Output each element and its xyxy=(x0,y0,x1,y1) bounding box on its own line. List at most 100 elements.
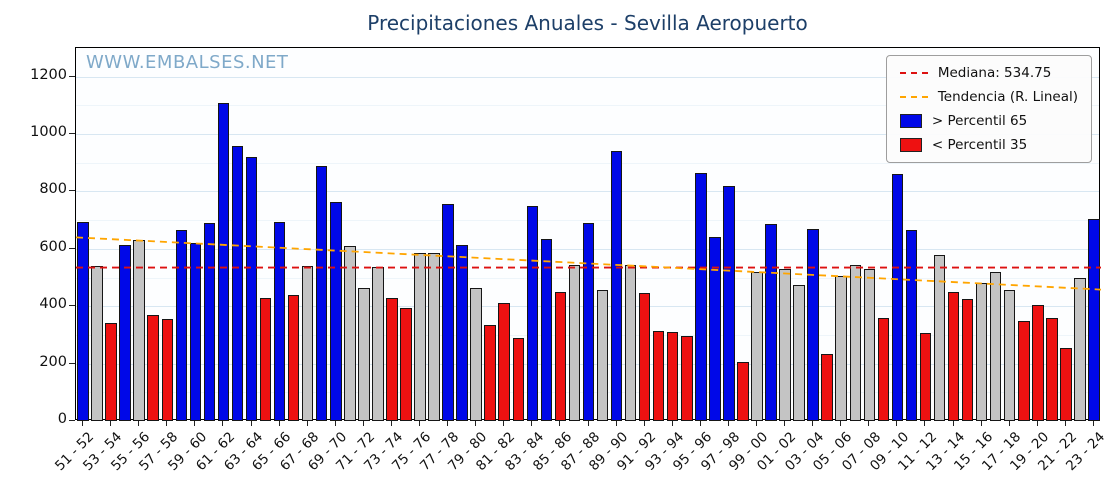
bar-68-69 xyxy=(315,165,328,421)
xtick-mark xyxy=(82,420,84,426)
ytick-mark xyxy=(69,420,75,421)
bar-12-13 xyxy=(933,254,946,421)
xtick-mark xyxy=(587,420,589,426)
gridline xyxy=(76,105,1099,107)
bar-99-00 xyxy=(751,271,763,421)
ytick-mark xyxy=(69,247,75,249)
bar-07-08 xyxy=(863,268,876,421)
bar-54-55 xyxy=(119,244,131,421)
xtick-mark xyxy=(390,420,392,426)
bar-14-15 xyxy=(961,299,974,421)
bar-69-70 xyxy=(330,201,342,421)
bar-02-03 xyxy=(793,284,805,421)
bar-78-79 xyxy=(456,244,468,421)
xtick-mark xyxy=(924,420,926,426)
bar-03-04 xyxy=(807,228,819,421)
bar-83-84 xyxy=(526,205,539,421)
bar-97-98 xyxy=(723,185,735,421)
bar-71-72 xyxy=(358,287,370,421)
ytick-mark xyxy=(69,75,75,77)
legend-label: Mediana: 534.75 xyxy=(937,65,1052,81)
xtick-mark xyxy=(222,420,224,426)
chart-title: Precipitaciones Anuales - Sevilla Aeropu… xyxy=(367,11,808,35)
bar-74-75 xyxy=(400,307,412,421)
legend-label: Tendencia (R. Lineal) xyxy=(937,89,1078,105)
legend-color-patch xyxy=(899,138,922,152)
bar-06-07 xyxy=(849,264,862,421)
bar-80-81 xyxy=(484,324,496,421)
bar-04-05 xyxy=(821,353,833,421)
xtick-mark xyxy=(615,420,617,426)
xtick-mark xyxy=(784,420,786,426)
bar-64-65 xyxy=(259,297,272,421)
xtick-mark xyxy=(447,420,449,426)
xtick-mark xyxy=(306,420,308,426)
xtick-mark xyxy=(419,420,420,426)
gridline xyxy=(76,191,1099,193)
bar-89-90 xyxy=(610,151,623,421)
bar-08-09 xyxy=(877,317,890,421)
xtick-mark xyxy=(1008,420,1010,426)
bar-10-11 xyxy=(905,230,918,421)
xtick-mark xyxy=(531,420,533,426)
bar-56-57 xyxy=(147,314,159,421)
xtick-mark xyxy=(503,420,505,426)
xtick-mark xyxy=(194,420,196,426)
bar-87-88 xyxy=(582,223,595,421)
bar-76-77 xyxy=(428,253,440,421)
legend-item-below-p35: < Percentil 35 xyxy=(899,137,1078,153)
xtick-mark xyxy=(475,420,477,426)
bar-94-95 xyxy=(681,336,693,421)
legend-dashed-line-swatch xyxy=(899,72,928,74)
xtick-mark xyxy=(727,420,729,426)
bar-52-53 xyxy=(91,266,103,421)
bar-53-54 xyxy=(105,323,117,421)
bar-57-58 xyxy=(161,319,173,421)
bar-09-10 xyxy=(891,174,904,421)
bar-82-83 xyxy=(512,337,525,421)
bar-66-67 xyxy=(287,294,300,421)
bar-90-91 xyxy=(624,264,637,421)
legend-color-patch xyxy=(899,114,922,128)
bar-55-56 xyxy=(133,240,145,421)
xtick-mark xyxy=(138,420,140,426)
ytick-label: 200 xyxy=(39,353,67,370)
bar-98-99 xyxy=(737,362,749,421)
bar-00-01 xyxy=(765,224,777,421)
xtick-mark xyxy=(1064,420,1066,426)
bar-79-80 xyxy=(470,287,482,421)
bar-59-60 xyxy=(189,243,202,421)
bar-70-71 xyxy=(344,245,356,421)
bar-88-89 xyxy=(596,290,609,421)
bar-77-78 xyxy=(442,204,454,421)
bar-84-85 xyxy=(540,238,553,421)
xtick-mark xyxy=(362,420,364,426)
xtick-mark xyxy=(1092,420,1094,426)
xtick-mark xyxy=(671,420,673,426)
xtick-mark xyxy=(699,420,701,426)
legend-label: < Percentil 35 xyxy=(931,137,1028,153)
bar-65-66 xyxy=(273,221,286,421)
ytick-label: 1000 xyxy=(30,124,67,141)
xtick-mark xyxy=(250,420,252,426)
bar-73-74 xyxy=(386,297,398,421)
bar-63-64 xyxy=(245,157,258,421)
bar-67-68 xyxy=(301,266,314,421)
gridline xyxy=(76,162,1099,164)
xtick-mark xyxy=(755,420,757,426)
gridline xyxy=(76,220,1099,222)
ytick-mark xyxy=(69,133,75,135)
ytick-label: 0 xyxy=(57,411,67,427)
xtick-mark xyxy=(166,420,168,426)
ytick-label: 400 xyxy=(39,296,67,313)
xtick-mark xyxy=(868,420,870,426)
bar-20-21 xyxy=(1046,317,1058,421)
bar-19-20 xyxy=(1032,304,1044,421)
legend-item-trend: Tendencia (R. Lineal) xyxy=(899,89,1078,105)
bar-51-52 xyxy=(77,221,89,421)
bar-86-87 xyxy=(568,264,581,421)
bar-15-16 xyxy=(975,283,988,421)
ytick-mark xyxy=(69,190,75,192)
gridline xyxy=(76,76,1099,78)
bar-58-59 xyxy=(175,230,188,421)
